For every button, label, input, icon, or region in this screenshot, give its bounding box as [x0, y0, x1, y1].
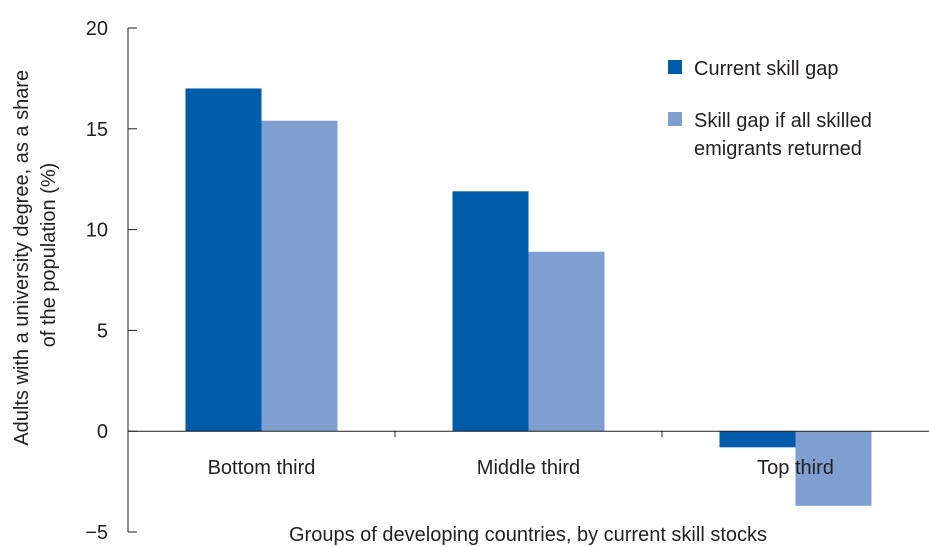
- x-axis-title: Groups of developing countries, by curre…: [289, 524, 767, 546]
- category-label: Bottom third: [208, 457, 316, 479]
- x-axis: [128, 430, 929, 438]
- legend-label-line-2: emigrants returned: [694, 138, 862, 160]
- legend: Current skill gap Skill gap if all skill…: [668, 58, 877, 160]
- y-axis-title-line-2: of the population (%): [38, 163, 60, 348]
- y-tick-label: 15: [86, 119, 108, 141]
- category-labels: Bottom third Middle third Top third: [208, 457, 834, 479]
- bar-if-returned-1: [261, 120, 338, 432]
- bars: [185, 88, 872, 506]
- y-tick-label: 0: [97, 421, 108, 443]
- y-tick-label: 10: [86, 220, 108, 242]
- y-tick-label: −5: [85, 522, 108, 544]
- y-axis-title-line-1: Adults with a university degree, as a sh…: [11, 70, 33, 446]
- category-label: Middle third: [477, 457, 580, 479]
- y-axis-ticks: −5 0 5 10 15 20: [85, 18, 137, 544]
- y-tick-label: 5: [97, 320, 108, 342]
- y-tick-label: 20: [86, 18, 108, 40]
- bar-if-returned-2: [528, 251, 605, 432]
- bar-current-2: [452, 191, 529, 432]
- legend-label-skill-gap-if-returned: Skill gap if all skilled emigrants retur…: [694, 110, 877, 160]
- bar-current-3: [719, 431, 796, 448]
- legend-label-line-1: Skill gap if all skilled: [694, 110, 872, 132]
- legend-swatch-current-skill-gap: [668, 60, 682, 74]
- legend-label-current-skill-gap: Current skill gap: [694, 58, 839, 80]
- bar-current-1: [185, 88, 262, 432]
- category-label: Top third: [757, 457, 834, 479]
- legend-swatch-skill-gap-if-returned: [668, 112, 682, 126]
- bar-if-returned-3: [795, 431, 872, 506]
- y-axis-title: Adults with a university degree, as a sh…: [11, 64, 60, 445]
